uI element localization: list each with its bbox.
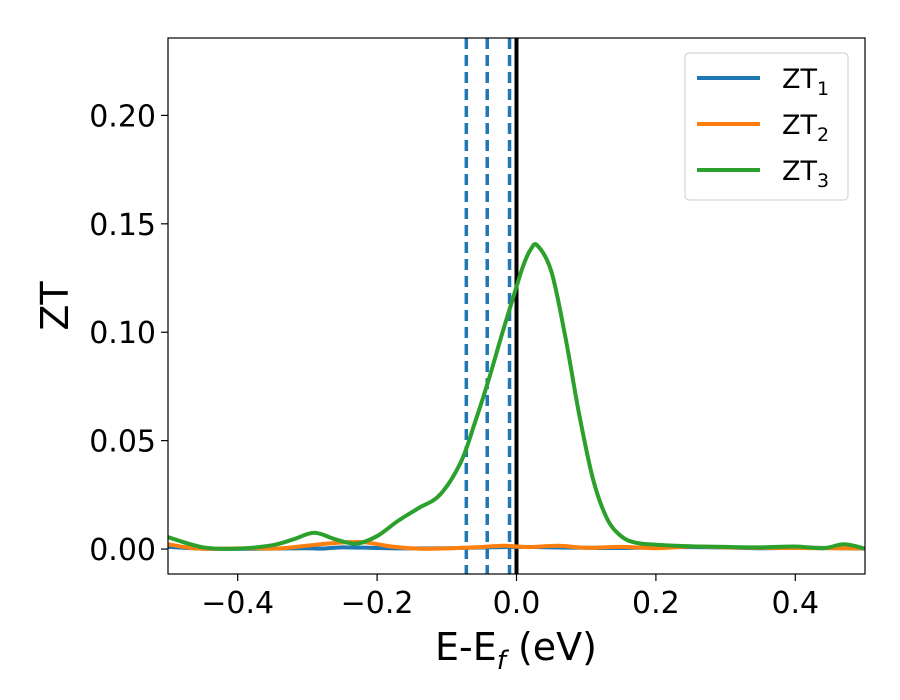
y-tick-label: 0.20 xyxy=(89,99,156,134)
y-tick-label: 0.10 xyxy=(89,316,156,351)
series-line-zt3 xyxy=(168,242,865,551)
x-axis-ticks: −0.4 −0.2 0.0 0.2 0.4 xyxy=(201,574,819,621)
x-tick-label: 0.4 xyxy=(771,586,819,621)
x-axis-label: E-Ef (eV) xyxy=(435,625,597,676)
y-tick-label: 0.00 xyxy=(89,533,156,568)
y-tick-label: 0.05 xyxy=(89,425,156,460)
legend-label-zt3: ZT3 xyxy=(782,156,829,192)
series-lines xyxy=(168,242,865,551)
legend-label-zt2: ZT2 xyxy=(782,110,829,146)
y-tick-label: 0.15 xyxy=(89,208,156,243)
legend-box xyxy=(684,52,849,201)
legend: ZT1 ZT2 ZT3 xyxy=(684,52,849,201)
x-tick-label: −0.2 xyxy=(341,586,414,621)
x-tick-label: −0.4 xyxy=(201,586,274,621)
y-axis-ticks: 0.00 0.05 0.10 0.15 0.20 xyxy=(89,99,168,568)
x-tick-label: 0.0 xyxy=(493,586,541,621)
legend-label-zt1: ZT1 xyxy=(782,64,829,100)
y-axis-label: ZT xyxy=(33,281,77,331)
reference-lines xyxy=(464,38,519,574)
x-tick-label: 0.2 xyxy=(632,586,680,621)
